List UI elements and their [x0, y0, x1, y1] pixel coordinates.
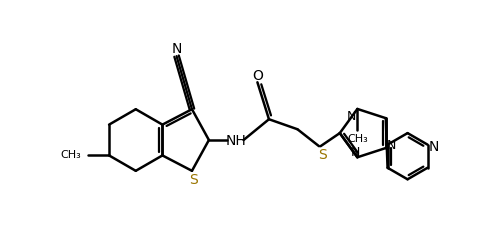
- Text: N: N: [171, 42, 182, 56]
- Text: NH: NH: [225, 134, 246, 147]
- Text: O: O: [252, 68, 263, 82]
- Text: N: N: [387, 138, 397, 151]
- Text: N: N: [429, 140, 439, 154]
- Text: S: S: [318, 147, 327, 161]
- Text: S: S: [189, 172, 198, 186]
- Text: N: N: [351, 145, 360, 158]
- Text: N: N: [347, 109, 356, 122]
- Text: CH₃: CH₃: [60, 149, 82, 159]
- Text: CH₃: CH₃: [347, 134, 368, 144]
